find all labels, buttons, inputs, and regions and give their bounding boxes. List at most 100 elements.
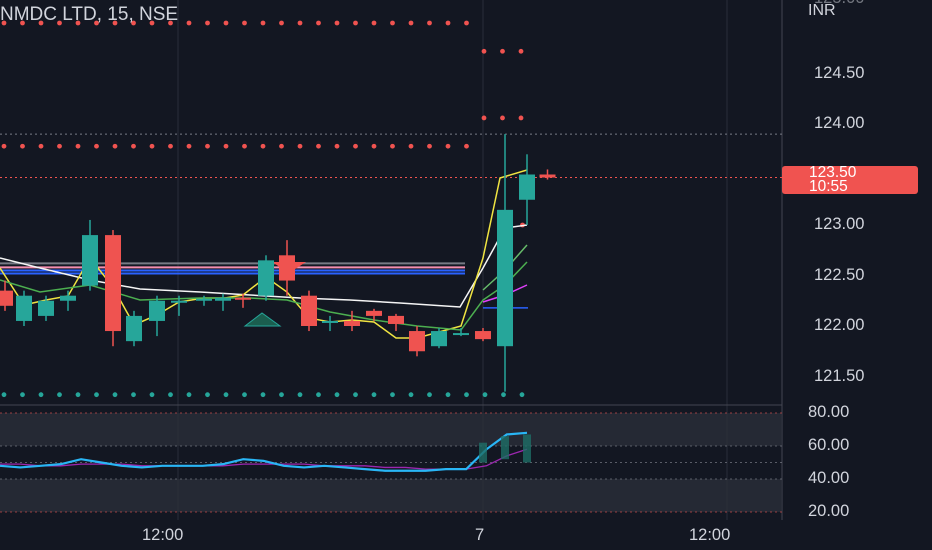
price-axis-label: 122.50 [814,265,865,284]
support-dot [334,392,340,398]
support-dot [371,392,377,398]
resistance-dot [205,20,210,26]
support-dot [390,392,395,398]
resistance-dot [481,115,487,121]
resistance-dot [38,143,44,149]
pattern-triangle [243,312,282,327]
candle-body [215,297,231,301]
support-dot [519,392,525,398]
oscillator-lower-zone [0,479,782,512]
support-dot [94,392,99,398]
support-dot [223,392,229,398]
resistance-dot [223,143,229,149]
support-dot [149,392,155,398]
oscillator-axis-label: 20.00 [808,502,850,520]
resistance-dot [94,20,99,26]
resistance-dot [112,143,118,149]
oscillator-rsi-line [0,431,528,472]
support-dot [353,392,358,398]
candle-body [16,295,32,321]
resistance-dot [464,20,469,26]
resistance-dot [168,143,173,149]
resistance-dot [57,20,62,26]
candle-body [322,320,338,323]
support-dot [242,392,247,398]
resistance-dot [390,20,395,26]
ma-line-yellow [0,169,528,339]
resistance-dot [75,20,81,26]
candle-body [431,331,447,347]
candle-body [453,333,469,336]
candle-body [126,315,142,342]
resistance-dot [481,48,487,54]
time-axis-label: 12:00 [689,526,731,544]
resistance-dot [223,20,229,26]
resistance-dot [205,143,210,149]
resistance-dot [112,20,118,26]
current-price-badge: 123.50 10:55 [782,164,918,194]
support-dot [1,392,7,398]
current-price-value: 123.50 [809,164,857,181]
resistance-dot [500,48,505,54]
resistance-dot [20,20,25,26]
resistance-dot [242,20,247,26]
support-dot [20,392,25,398]
candle-body [539,174,556,178]
candle-body [519,174,535,200]
resistance-dot [316,143,321,149]
resistance-dot [149,143,155,149]
support-dot [75,392,81,398]
resistance-dot [279,143,284,149]
support-dot [112,392,118,398]
resistance-dot [75,143,81,149]
resistance-dot [186,20,192,26]
resistance-dot [353,20,358,26]
resistance-dot [149,20,155,26]
candle-body [0,290,13,306]
oscillator-axis-label: 80.00 [808,403,850,421]
support-dot [297,392,303,398]
support-dot [186,392,192,398]
resistance-dot [279,20,284,26]
resistance-dot [427,20,432,26]
resistance-dot [500,115,505,121]
candle-body [409,331,425,352]
support-dot [260,392,266,398]
candle-body [196,298,212,301]
resistance-dot [408,143,414,149]
support-dot [501,392,506,398]
support-dot [131,392,136,398]
resistance-dot [168,20,173,26]
resistance-dot [464,143,469,149]
candle-body [497,209,513,347]
resistance-dot [131,143,136,149]
resistance-dot [131,20,136,26]
resistance-dot [260,20,266,26]
resistance-dot [297,143,303,149]
candle-body [258,260,274,296]
time-axis-label: 12:00 [142,526,184,544]
resistance-dot [445,20,451,26]
time-axis-label: 7 [475,526,485,544]
resistance-dot [408,20,414,26]
resistance-dot [1,20,7,26]
resistance-dot [20,143,25,149]
support-dot [316,392,321,398]
resistance-dot [371,20,377,26]
candle-body [82,235,98,286]
candle-body [235,297,251,300]
support-dot [205,392,210,398]
candle-body [388,315,404,324]
oscillator-axis-label: 40.00 [808,469,850,487]
resistance-dot [57,143,62,149]
candle-body [149,300,165,321]
support-dot [279,392,284,398]
candle-body [38,300,54,316]
price-axis-label: 122.00 [814,316,865,334]
resistance-dot [94,143,99,149]
price-axis-label: 123.00 [814,215,865,233]
support-dot [427,392,432,398]
support-dot [38,392,44,398]
oscillator-histogram-bar [501,436,509,460]
